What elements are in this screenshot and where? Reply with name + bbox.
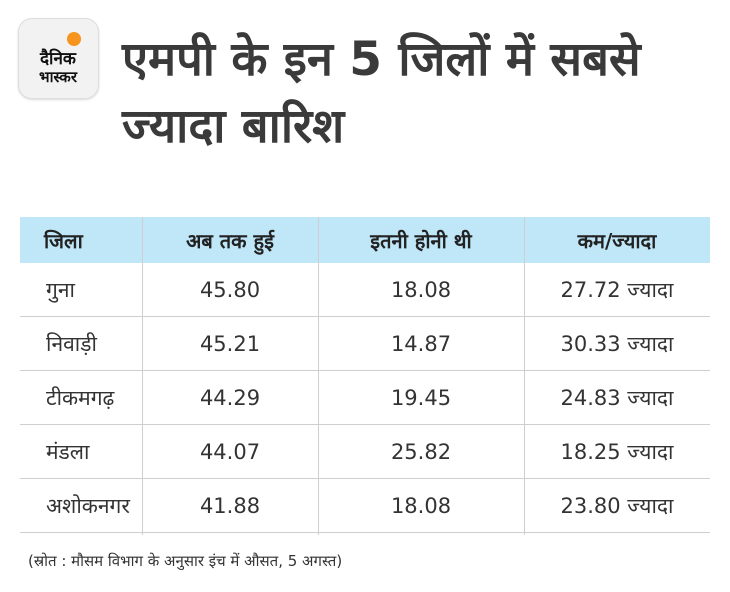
difference-cell: 30.33 ज्यादा	[560, 331, 674, 356]
received-cell: 44.07	[199, 439, 261, 464]
received-cell: 44.29	[199, 385, 261, 410]
expected-cell: 18.08	[390, 493, 452, 518]
district-cell: टीकमगढ़	[46, 385, 115, 410]
table-row: गुना 45.80 18.08 27.72 ज्यादा	[20, 263, 710, 317]
difference-cell: 23.80 ज्यादा	[560, 493, 674, 518]
received-cell: 45.21	[199, 331, 261, 356]
table-row: टीकमगढ़ 44.29 19.45 24.83 ज्यादा	[20, 371, 710, 425]
header-expected: इतनी होनी थी	[370, 228, 472, 253]
header-received: अब तक हुई	[186, 228, 274, 253]
district-cell: अशोकनगर	[46, 493, 130, 518]
difference-cell: 18.25 ज्यादा	[560, 439, 674, 464]
district-cell: गुना	[46, 277, 75, 302]
column-divider	[318, 217, 319, 535]
expected-cell: 14.87	[390, 331, 452, 356]
expected-cell: 25.82	[390, 439, 452, 464]
difference-cell: 24.83 ज्यादा	[560, 385, 674, 410]
table-row: मंडला 44.07 25.82 18.25 ज्यादा	[20, 425, 710, 479]
sun-icon	[67, 32, 81, 46]
header-district: जिला	[44, 228, 83, 253]
column-divider	[524, 217, 525, 535]
table-row: निवाड़ी 45.21 14.87 30.33 ज्यादा	[20, 317, 710, 371]
dainik-bhaskar-logo: दैनिक भास्कर	[18, 18, 99, 99]
column-divider	[142, 217, 143, 535]
expected-cell: 19.45	[390, 385, 452, 410]
logo-line-2: भास्कर	[39, 68, 78, 86]
page-title: एमपी के इन 5 जिलों में सबसे ज्यादा बारिश	[122, 32, 641, 154]
district-cell: मंडला	[46, 439, 90, 464]
header-difference: कम/ज्यादा	[577, 228, 657, 253]
source-note: (स्रोत : मौसम विभाग के अनुसार इंच में औस…	[28, 552, 343, 570]
logo-line-1: दैनिक	[39, 48, 77, 69]
received-cell: 45.80	[199, 277, 261, 302]
table-row: अशोकनगर 41.88 18.08 23.80 ज्यादा	[20, 479, 710, 533]
district-cell: निवाड़ी	[46, 331, 97, 356]
received-cell: 41.88	[199, 493, 261, 518]
table-header-row: जिला अब तक हुई इतनी होनी थी कम/ज्यादा	[20, 217, 710, 263]
difference-cell: 27.72 ज्यादा	[560, 277, 674, 302]
expected-cell: 18.08	[390, 277, 452, 302]
rainfall-table: जिला अब तक हुई इतनी होनी थी कम/ज्यादा गु…	[20, 217, 710, 533]
